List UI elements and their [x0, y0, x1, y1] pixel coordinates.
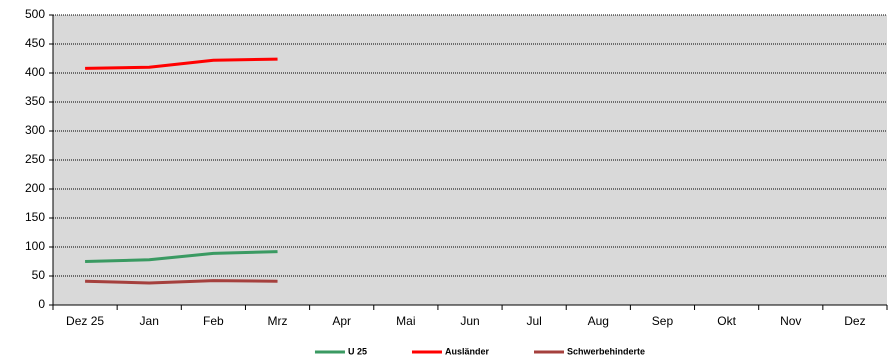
y-tick-label: 150: [25, 210, 45, 224]
x-tick-label: Dez: [844, 314, 865, 328]
x-tick-label: Aug: [588, 314, 609, 328]
series-line: [85, 250, 278, 263]
x-tick-label: Nov: [780, 314, 801, 328]
y-tick-label: 0: [38, 297, 45, 311]
x-tick-label: Jun: [460, 314, 479, 328]
y-tick-label: 250: [25, 152, 45, 166]
y-tick-label: 200: [25, 181, 45, 195]
x-tick-label: Jul: [526, 314, 541, 328]
y-tick-label: 50: [32, 268, 46, 282]
x-tick-label: Mrz: [268, 314, 288, 328]
x-tick-label: Dez 25: [66, 314, 104, 328]
x-tick-label: Jan: [140, 314, 159, 328]
legend-label: Schwerbehinderte: [567, 346, 645, 356]
legend-label: Ausländer: [445, 346, 490, 356]
y-tick-label: 400: [25, 65, 45, 79]
y-tick-label: 500: [25, 7, 45, 21]
x-tick-label: Apr: [332, 314, 351, 328]
y-tick-label: 100: [25, 239, 45, 253]
x-tick-label: Feb: [203, 314, 224, 328]
series-line: [85, 57, 278, 70]
x-tick-label: Sep: [652, 314, 674, 328]
x-tick-label: Mai: [396, 314, 415, 328]
y-tick-label: 450: [25, 36, 45, 50]
y-tick-label: 300: [25, 123, 45, 137]
series-line: [85, 279, 278, 285]
x-tick-label: Okt: [717, 314, 736, 328]
legend-label: U 25: [348, 346, 367, 356]
y-tick-label: 350: [25, 94, 45, 108]
